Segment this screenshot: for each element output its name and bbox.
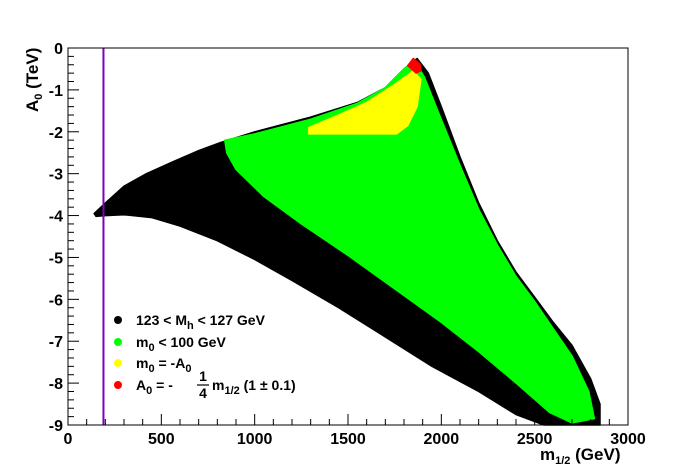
y-axis-title: A0 (TeV) [23,48,45,112]
x-tick-label: 1000 [237,431,273,448]
legend-frac-den: 4 [199,385,207,401]
y-axis-title-unit: (TeV) [23,48,42,94]
y-tick-label: -9 [49,418,63,435]
y-axis-ticks: 0 -1 -2 -3 -4 -5 -6 -7 -8 -9 [49,41,79,435]
x-tick-label: 500 [148,431,175,448]
legend-label-m0A0: m0 = -A0 [136,355,191,375]
region-m0 [224,60,596,424]
legend-entry-A0m12: A0 = - 1 4 m1/2 (1 ± 0.1) [114,368,296,401]
y-tick-label: -5 [49,250,63,267]
y-tick-label: -2 [49,125,63,142]
x-axis-title-sub: 1/2 [555,455,570,467]
y-axis-title-main: A [23,100,42,112]
legend-entry-m0: m0 < 100 GeV [114,334,226,354]
legend-label-higgs: 123 < Mh < 127 GeV [136,312,266,332]
legend-label-A0m12: A0 = - [136,377,173,397]
data-regions [93,57,601,426]
legend-entry-m0A0: m0 = -A0 [114,355,191,375]
legend: 123 < Mh < 127 GeV m0 < 100 GeV m0 = -A0… [114,312,296,401]
legend-marker-m0 [114,338,122,346]
legend-frac-num: 1 [199,368,207,384]
y-tick-label: 0 [54,41,63,58]
x-tick-label: 0 [64,431,73,448]
legend-marker-A0m12 [114,381,122,389]
y-tick-label: -4 [49,209,63,226]
x-tick-label: 2000 [424,431,460,448]
x-axis-ticks: 0 500 1000 1500 2000 2500 3000 [64,414,646,448]
y-axis-title-sub: 0 [33,94,45,100]
y-tick-label: -6 [49,292,63,309]
legend-marker-higgs [114,316,122,324]
x-axis-title-main: m [540,445,555,464]
y-tick-label: -3 [49,167,63,184]
region-A0m12 [406,57,422,74]
legend-marker-m0A0 [114,359,122,367]
legend-entry-higgs: 123 < Mh < 127 GeV [114,312,266,332]
y-tick-label: -1 [49,83,63,100]
x-tick-label: 2500 [517,431,553,448]
x-axis-title: m1/2 (GeV) [540,445,620,467]
legend-label-A0m12-rest: m1/2 (1 ± 0.1) [212,377,296,397]
x-axis-title-unit: (GeV) [570,445,620,464]
x-tick-label: 1500 [330,431,366,448]
legend-label-m0: m0 < 100 GeV [136,334,226,354]
y-tick-label: -8 [49,376,63,393]
y-tick-label: -7 [49,334,63,351]
x-tick-label: 3000 [610,431,646,448]
